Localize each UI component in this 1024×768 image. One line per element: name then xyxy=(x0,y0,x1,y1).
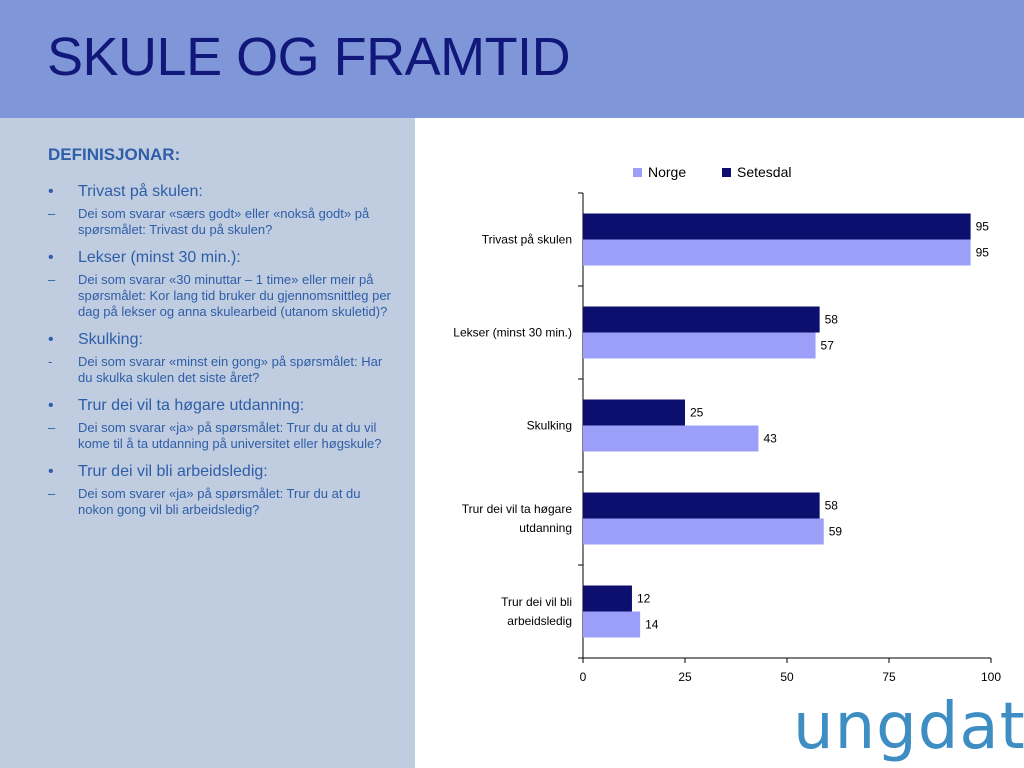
data-label: 58 xyxy=(825,499,839,513)
bar-norge xyxy=(583,518,824,545)
definition-description: Dei som svarar «ja» på spørsmålet: Trur … xyxy=(78,420,382,451)
dash-mark: – xyxy=(48,420,56,435)
x-tick-label: 50 xyxy=(780,670,794,684)
bar-setesdal xyxy=(583,399,685,426)
x-tick-label: 25 xyxy=(678,670,692,684)
x-tick-label: 100 xyxy=(981,670,1001,684)
definition-title: Lekser (minst 30 min.): xyxy=(78,249,241,266)
dash-mark: – xyxy=(48,486,56,501)
legend-label-setesdal: Setesdal xyxy=(737,164,791,180)
definition-title: Skulking: xyxy=(78,331,143,348)
definitions-list: • Trivast på skulen: – Dei som svarar «sær… xyxy=(48,182,393,528)
data-label: 95 xyxy=(976,246,990,260)
category-label: Trur dei vil bli xyxy=(501,595,572,609)
legend-swatch-setesdal xyxy=(722,168,731,177)
data-label: 95 xyxy=(976,220,990,234)
bullet-mark: • xyxy=(48,463,54,480)
definition-item: • Skulking: - Dei som svarar «minst ein go… xyxy=(48,330,393,386)
definitions-heading: DEFINISJONAR: xyxy=(48,145,181,164)
bar-setesdal xyxy=(583,492,820,519)
definition-item: • Trur dei vil ta høgare utdanning: – Dei … xyxy=(48,396,393,452)
bar-chart: 0 25 50 75 100 95 95 Trivast på skulen 58 57 Lekse… xyxy=(453,164,1001,684)
category-label: Trur dei vil ta høgare xyxy=(462,502,573,516)
bullet-mark: • xyxy=(48,331,54,348)
category-label: Skulking xyxy=(527,419,572,433)
bar-norge xyxy=(583,332,816,359)
data-label: 12 xyxy=(637,592,651,606)
data-label: 14 xyxy=(645,618,659,632)
bar-norge xyxy=(583,425,759,452)
definition-title: Trivast på skulen: xyxy=(78,183,203,200)
definition-description: Dei som svarar «30 minuttar – 1 time» el… xyxy=(78,272,391,319)
header-bar: SKULE OG FRAMTID xyxy=(0,0,1024,118)
bar-norge xyxy=(583,239,971,266)
category-label: Lekser (minst 30 min.) xyxy=(453,326,572,340)
bullet-mark: • xyxy=(48,397,54,414)
definition-item: • Trur dei vil bli arbeidsledig: – Dei som… xyxy=(48,462,393,518)
ungdata-logo: ungdata xyxy=(793,690,1024,764)
category-label: Trivast på skulen xyxy=(482,233,572,247)
definitions-panel: DEFINISJONAR: • Trivast på skulen: – Dei s… xyxy=(0,118,415,768)
legend-label-norge: Norge xyxy=(648,164,686,180)
page-title: SKULE OG FRAMTID xyxy=(47,27,571,87)
definition-description: Dei som svarar «minst ein gong» på spørs… xyxy=(78,354,383,385)
data-label: 58 xyxy=(825,313,839,327)
bar-setesdal xyxy=(583,585,632,612)
bar-setesdal xyxy=(583,213,971,240)
data-label: 25 xyxy=(690,406,704,420)
definition-title: Trur dei vil ta høgare utdanning: xyxy=(78,397,305,414)
bar-norge xyxy=(583,611,641,638)
definition-description: Dei som svarar «særs godt» eller «nokså … xyxy=(78,206,370,237)
bullet-mark: • xyxy=(48,183,54,200)
data-label: 59 xyxy=(829,525,843,539)
data-label: 57 xyxy=(821,339,835,353)
x-tick-label: 75 xyxy=(882,670,896,684)
category-label: utdanning xyxy=(519,521,572,535)
dash-mark: - xyxy=(48,354,53,369)
bar-setesdal xyxy=(583,306,820,333)
dash-mark: – xyxy=(48,272,56,287)
bullet-mark: • xyxy=(48,249,54,266)
definition-item: • Trivast på skulen: – Dei som svarar «sær… xyxy=(48,182,393,238)
legend-swatch-norge xyxy=(633,168,642,177)
dash-mark: – xyxy=(48,206,56,221)
data-label: 43 xyxy=(763,432,777,446)
definition-description: Dei som svarer «ja» på spørsmålet: Trur … xyxy=(78,486,361,517)
category-label: arbeidsledig xyxy=(507,614,572,628)
x-tick-label: 0 xyxy=(580,670,587,684)
definition-item: • Lekser (minst 30 min.): – Dei som svarar… xyxy=(48,248,393,320)
definition-title: Trur dei vil bli arbeidsledig: xyxy=(78,463,268,480)
